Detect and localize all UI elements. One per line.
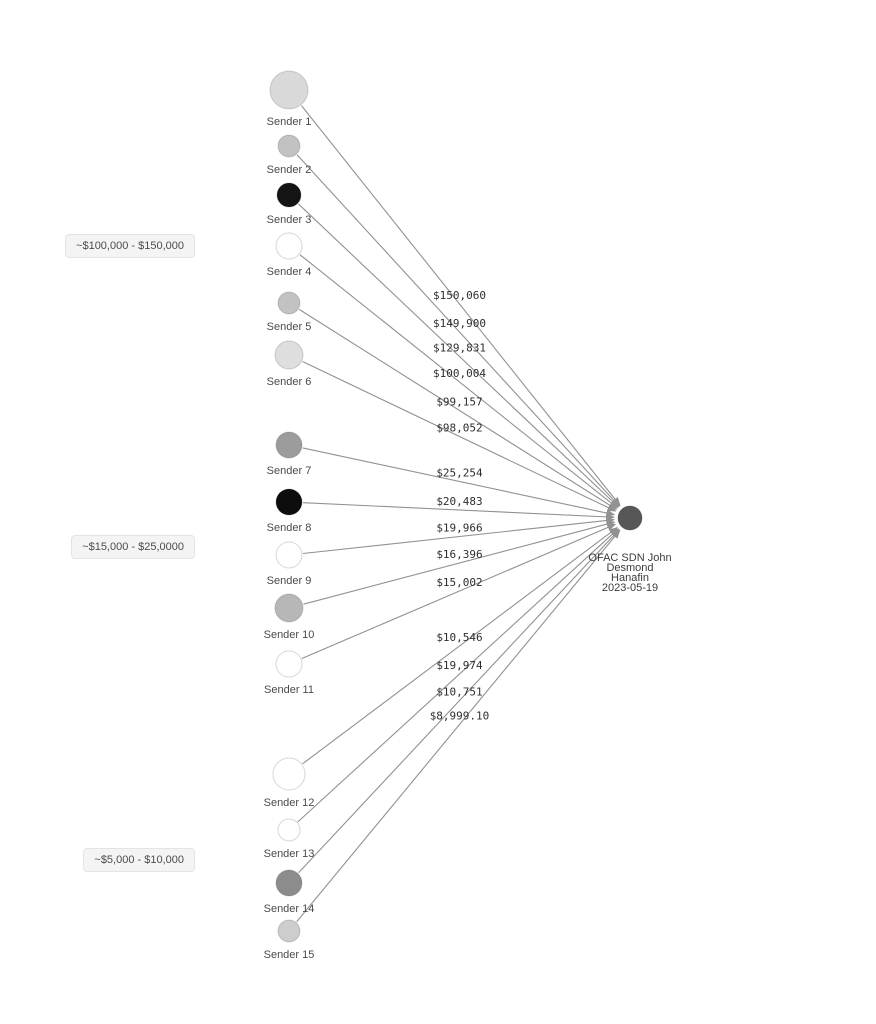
edge-amount-label: $98,052 <box>436 422 482 435</box>
sender-node-label: Sender 3 <box>267 214 312 226</box>
sender-node-label: Sender 8 <box>267 522 312 534</box>
edge-sender-5-to-target <box>298 308 618 510</box>
sender-node-label: Sender 1 <box>267 116 312 128</box>
target-node-label-line: 2023-05-19 <box>602 582 658 594</box>
target-node-label-line: Hanafin <box>611 572 649 584</box>
edge-amount-label: $10,751 <box>436 686 482 699</box>
edge-sender-10-to-target <box>303 520 616 605</box>
sender-node-label: Sender 5 <box>267 321 312 333</box>
edge-sender-15-to-target <box>296 529 621 923</box>
sender-node-label: Sender 6 <box>267 376 312 388</box>
sender-node-label: Sender 10 <box>264 629 315 641</box>
edge-sender-12-to-target <box>302 527 619 765</box>
edge-amount-label: $25,254 <box>436 467 483 480</box>
sender-node-7[interactable] <box>275 431 303 459</box>
sender-node-6[interactable] <box>274 340 304 370</box>
edge-amount-label: $100,004 <box>433 367 486 380</box>
edge-sender-11-to-target <box>301 523 617 659</box>
edge-amount-label: $16,396 <box>436 548 482 561</box>
edge-sender-6-to-target <box>302 360 617 512</box>
sender-node-label: Sender 15 <box>264 949 315 961</box>
edge-sender-14-to-target <box>298 528 620 874</box>
amount-range-badge-mid: ~$15,000 - $25,0000 <box>71 535 195 559</box>
target-node[interactable] <box>617 505 643 531</box>
edge-amount-label: $10,546 <box>436 631 482 644</box>
edge-amount-label: $19,974 <box>436 659 483 672</box>
sender-node-13[interactable] <box>277 818 301 842</box>
sender-node-label: Sender 11 <box>264 684 314 696</box>
sender-node-2[interactable] <box>277 134 301 158</box>
edge-sender-3-to-target <box>298 203 620 508</box>
sender-node-label: Sender 9 <box>267 575 312 587</box>
sender-node-11[interactable] <box>275 650 303 678</box>
sender-node-label: Sender 13 <box>264 848 315 860</box>
target-node-label-line: Desmond <box>606 562 653 574</box>
sender-node-8[interactable] <box>275 488 303 516</box>
sender-node-5[interactable] <box>277 291 301 315</box>
sender-node-1[interactable] <box>269 70 309 110</box>
edge-sender-4-to-target <box>299 254 619 509</box>
edge-amount-label: $20,483 <box>436 495 482 508</box>
sender-node-14[interactable] <box>275 869 303 897</box>
sender-node-9[interactable] <box>275 541 303 569</box>
target-node-label-line: OFAC SDN John <box>588 552 671 564</box>
sender-node-label: Sender 4 <box>267 266 312 278</box>
sender-node-label: Sender 2 <box>267 164 312 176</box>
edge-amount-label: $149,900 <box>433 317 486 330</box>
sender-node-4[interactable] <box>275 232 303 260</box>
edge-sender-7-to-target <box>302 447 616 517</box>
edge-amount-label: $15,002 <box>436 576 482 589</box>
edge-amount-label: $150,060 <box>433 289 486 302</box>
node-layer: Sender 1 Sender 2 Sender 3 Sender 4 Sender 5… <box>264 70 672 961</box>
edge-sender-9-to-target <box>302 517 616 555</box>
edge-amount-label: $19,966 <box>436 522 482 535</box>
edge-amount-label: $129,831 <box>433 342 486 355</box>
edge-amount-label: $8,999.10 <box>430 710 490 723</box>
edge-sender-1-to-target <box>301 105 621 507</box>
edge-sender-8-to-target <box>302 502 616 521</box>
amount-range-badge-high: ~$100,000 - $150,000 <box>65 234 195 258</box>
edge-sender-13-to-target <box>297 528 619 823</box>
sender-node-label: Sender 14 <box>264 903 315 915</box>
edge-label-layer: $150,060 $149,900 $129,831 $100,004 $99,157 $… <box>430 289 490 723</box>
sender-node-label: Sender 12 <box>264 797 315 809</box>
edge-layer <box>296 105 621 923</box>
sender-node-3[interactable] <box>276 182 302 208</box>
amount-range-badge-low: ~$5,000 - $10,000 <box>83 848 195 872</box>
sender-node-12[interactable] <box>272 757 306 791</box>
edge-sender-2-to-target <box>296 154 620 507</box>
sender-node-10[interactable] <box>274 593 304 623</box>
edge-amount-label: $99,157 <box>436 396 482 409</box>
sender-node-label: Sender 7 <box>267 465 312 477</box>
sender-node-15[interactable] <box>277 919 301 943</box>
